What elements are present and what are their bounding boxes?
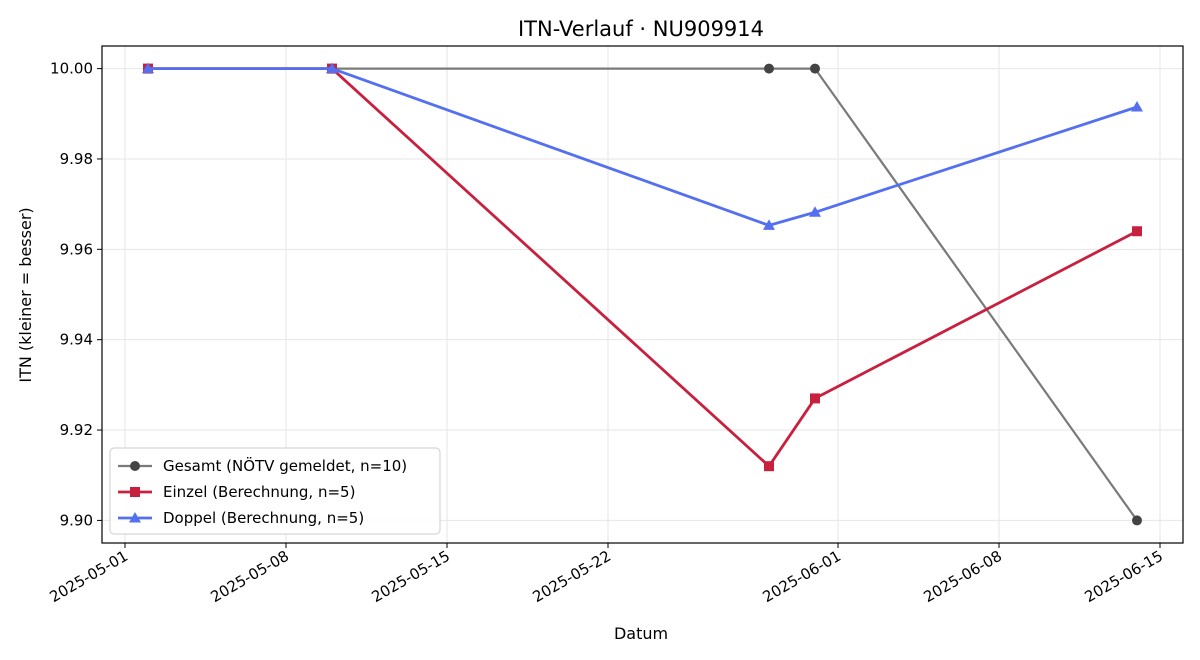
y-axis-label: ITN (kleiner = besser)	[16, 207, 35, 382]
x-tick-label: 2025-05-22	[529, 547, 614, 606]
legend-entry: Einzel (Berechnung, n=5)	[118, 483, 355, 501]
x-tick-label: 2025-06-01	[759, 547, 844, 606]
data-point-triangle	[763, 219, 775, 230]
y-tick-label: 9.92	[60, 421, 93, 439]
data-point-circle	[1132, 515, 1142, 526]
y-tick-label: 10.00	[50, 60, 93, 78]
x-tick-label: 2025-05-15	[368, 547, 453, 606]
data-point-triangle	[142, 62, 154, 74]
legend-box	[109, 447, 441, 535]
data-point-triangle	[1131, 100, 1143, 112]
legend-entry: Doppel (Berechnung, n=5)	[118, 509, 364, 527]
x-tick-label: 2025-05-01	[46, 547, 131, 606]
legend-label: Doppel (Berechnung, n=5)	[163, 509, 364, 527]
legend-label: Einzel (Berechnung, n=5)	[163, 483, 355, 501]
data-point-square	[1132, 226, 1142, 237]
y-tick-label: 9.98	[60, 150, 93, 168]
y-tick-label: 9.94	[60, 331, 93, 349]
chart-title: ITN-Verlauf · NU909914	[518, 17, 764, 41]
series-line	[148, 67, 1138, 468]
x-axis-label: Datum	[614, 624, 668, 643]
x-tick-label: 2025-06-08	[920, 547, 1005, 606]
legend-items: Gesamt (NÖTV gemeldet, n=10) Einzel (Bere…	[118, 456, 407, 527]
data-point-square	[810, 393, 820, 404]
y-tick-label: 9.90	[60, 511, 93, 529]
legend-label: Gesamt (NÖTV gemeldet, n=10)	[163, 456, 407, 475]
series-layer	[142, 62, 1143, 526]
legend: Gesamt (NÖTV gemeldet, n=10) Einzel (Bere…	[109, 447, 441, 535]
y-tick-label: 9.96	[60, 240, 93, 258]
data-point-triangle	[326, 62, 338, 74]
legend-entry: Gesamt (NÖTV gemeldet, n=10)	[118, 456, 407, 475]
data-point-triangle	[809, 206, 821, 217]
data-point-circle	[810, 63, 820, 74]
series-line	[148, 67, 1138, 227]
data-point-square	[130, 487, 140, 497]
data-point-triangle	[129, 512, 141, 523]
series-2	[143, 63, 1142, 472]
x-tick-label: 2025-05-08	[207, 547, 292, 606]
data-point-circle	[130, 461, 140, 471]
data-point-circle	[764, 63, 774, 74]
data-point-square	[764, 461, 774, 472]
x-tick-label: 2025-06-15	[1081, 547, 1166, 606]
plot-frame	[101, 45, 1184, 544]
series-3	[142, 62, 1143, 230]
